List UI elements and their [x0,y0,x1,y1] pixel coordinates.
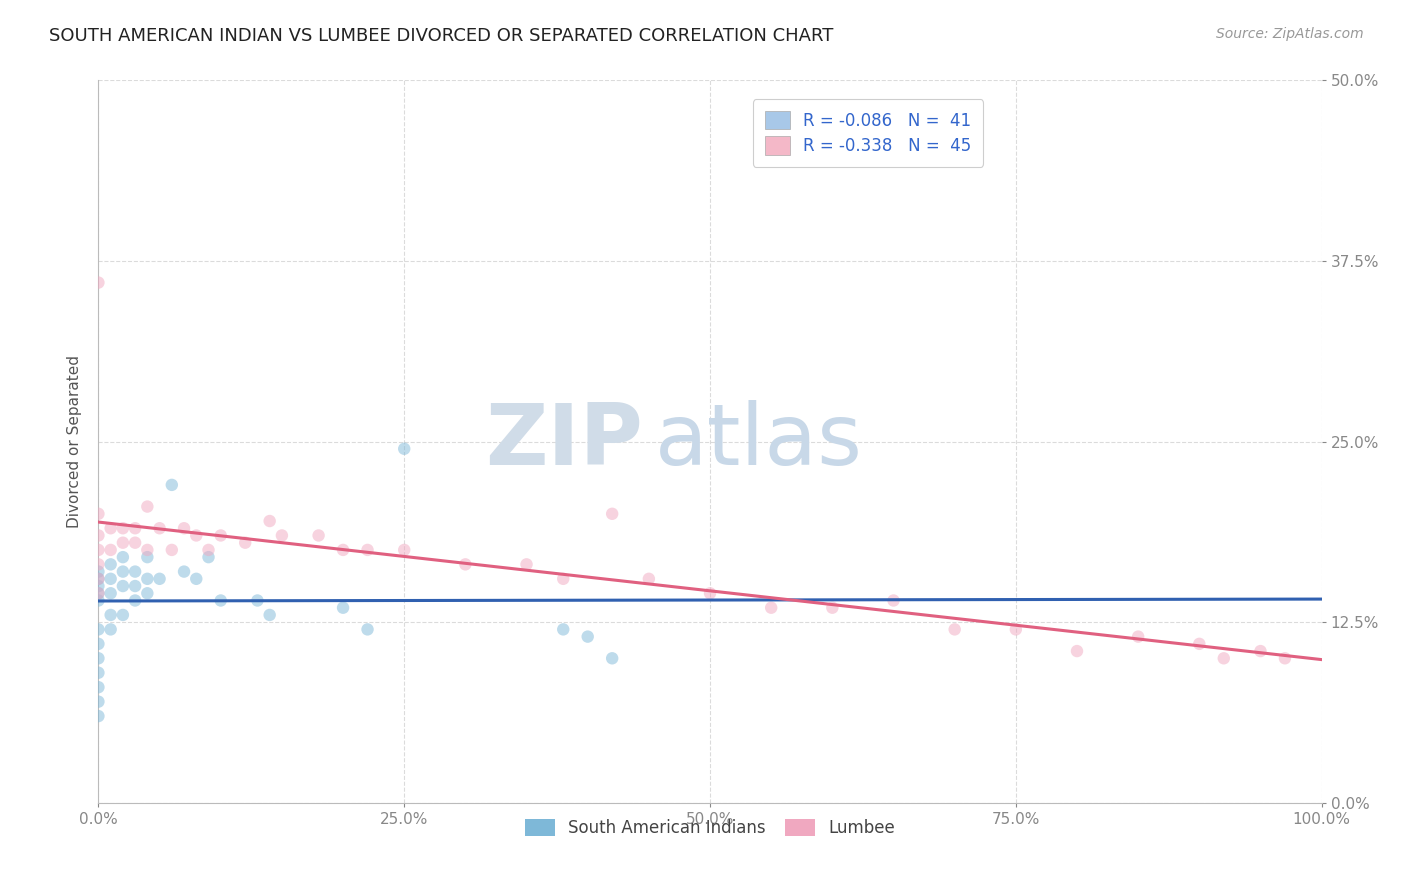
Point [515,558,537,572]
Legend: South American Indians, Lumbee: South American Indians, Lumbee [516,810,904,845]
Point [270,528,294,542]
Point [149,572,172,586]
Point [1274,651,1296,665]
Point [392,542,416,557]
Text: SOUTH AMERICAN INDIAN VS LUMBEE DIVORCED OR SEPARATED CORRELATION CHART: SOUTH AMERICAN INDIAN VS LUMBEE DIVORCED… [49,27,834,45]
Point [87,276,110,290]
Point [197,550,219,565]
Point [553,572,575,586]
Point [186,528,208,542]
Point [124,521,146,535]
Point [1128,630,1150,644]
Point [1249,644,1271,658]
Point [87,565,110,579]
Point [136,542,159,557]
Point [160,478,183,492]
Point [1188,637,1211,651]
Point [87,695,110,709]
Point [87,623,110,637]
Point [209,528,232,542]
Point [1066,644,1088,658]
Point [124,565,146,579]
Text: Source: ZipAtlas.com: Source: ZipAtlas.com [1216,27,1364,41]
Point [233,535,256,549]
Point [332,542,354,557]
Point [87,665,110,680]
Point [356,623,378,637]
Point [821,600,844,615]
Point [87,572,110,586]
Point [761,600,783,615]
Point [87,558,110,572]
Point [87,680,110,694]
Point [100,623,122,637]
Point [392,442,416,456]
Point [136,586,159,600]
Point [100,586,122,600]
Point [943,623,966,637]
Point [883,593,905,607]
Point [100,558,122,572]
Point [576,630,599,644]
Point [111,535,134,549]
Point [209,593,232,607]
Point [136,572,159,586]
Point [246,593,269,607]
Point [87,651,110,665]
Point [124,593,146,607]
Point [332,600,354,615]
Point [259,607,281,622]
Point [149,521,172,535]
Point [87,542,110,557]
Point [100,572,122,586]
Point [87,637,110,651]
Point [87,528,110,542]
Y-axis label: Divorced or Separated: Divorced or Separated [66,355,82,528]
Point [553,623,575,637]
Point [87,579,110,593]
Point [136,550,159,565]
Point [100,521,122,535]
Point [173,521,195,535]
Point [699,586,721,600]
Point [637,572,661,586]
Point [87,586,110,600]
Point [186,572,208,586]
Point [87,709,110,723]
Point [87,586,110,600]
Text: atlas: atlas [655,400,863,483]
Point [100,542,122,557]
Point [136,500,159,514]
Point [87,572,110,586]
Point [87,507,110,521]
Point [124,535,146,549]
Point [1004,623,1026,637]
Point [111,579,134,593]
Point [124,579,146,593]
Text: ZIP: ZIP [485,400,643,483]
Point [111,521,134,535]
Point [259,514,281,528]
Point [160,542,183,557]
Point [87,593,110,607]
Point [173,565,195,579]
Point [100,607,122,622]
Point [111,550,134,565]
Point [356,542,378,557]
Point [197,542,219,557]
Point [600,651,623,665]
Point [454,558,477,572]
Point [1212,651,1234,665]
Point [111,607,134,622]
Point [600,507,623,521]
Point [111,565,134,579]
Point [308,528,330,542]
